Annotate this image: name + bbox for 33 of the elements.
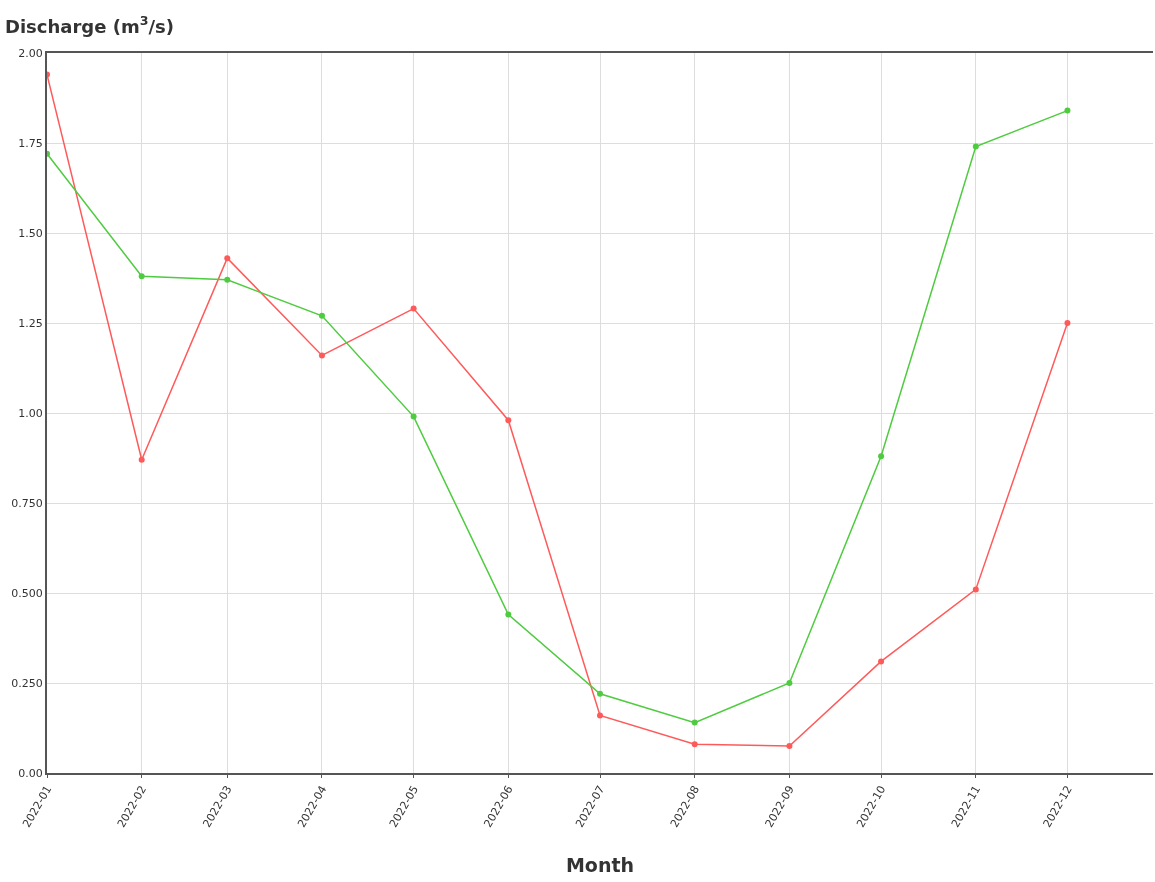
y-tick-label: 0.00 [18, 766, 43, 780]
point [138, 273, 145, 280]
point [1064, 320, 1071, 326]
point [505, 611, 512, 618]
point [224, 276, 231, 283]
point [410, 305, 417, 312]
y-tick-label: 0.750 [11, 496, 43, 510]
y-tick-label: 1.00 [18, 406, 43, 420]
x-axis-title: Month [565, 854, 635, 877]
y-tick-label: 0.500 [11, 586, 43, 600]
y-tick-label: 1.25 [18, 316, 43, 330]
point [691, 741, 698, 748]
point [138, 456, 145, 463]
y-tick-label: 0.250 [11, 676, 43, 690]
point [224, 255, 231, 262]
point [691, 719, 698, 726]
point [972, 586, 979, 593]
point [505, 417, 512, 424]
point [878, 453, 885, 460]
point [318, 312, 325, 319]
y-tick-label: 1.50 [18, 226, 43, 240]
point [597, 712, 603, 719]
point [597, 690, 603, 697]
y-axis-title: Discharge (m$^{3}$/s) [5, 13, 174, 37]
point [972, 143, 979, 150]
point [1064, 107, 1071, 114]
y-tick-label: 2.00 [18, 46, 43, 60]
point [786, 680, 793, 686]
point [318, 352, 325, 359]
point [410, 413, 417, 420]
y-tick-label: 1.75 [18, 136, 43, 150]
point [786, 743, 793, 749]
point [878, 658, 885, 665]
